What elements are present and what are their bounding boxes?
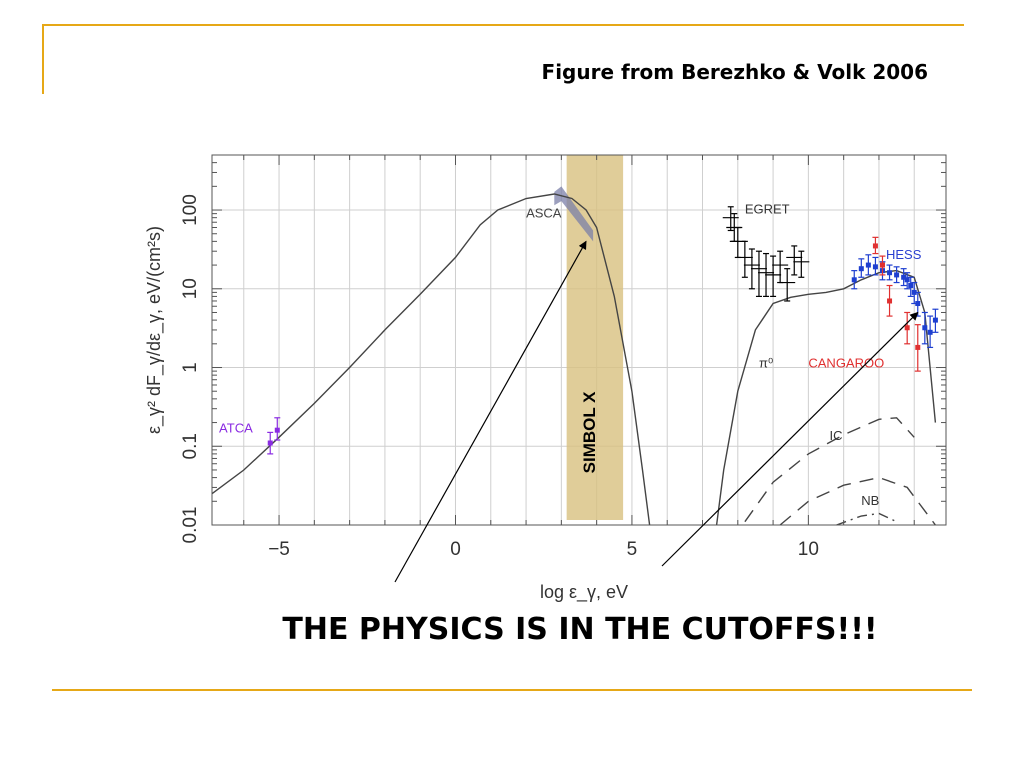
atca-point <box>267 440 273 446</box>
x-tick-label: −5 <box>268 539 290 560</box>
curve-pion <box>715 269 937 526</box>
hess-point <box>911 289 917 295</box>
hess-point <box>872 264 878 270</box>
asca-bowtie <box>554 186 594 242</box>
label-cangaroo: CANGAROO <box>808 356 884 371</box>
hess-point <box>901 274 907 280</box>
arrow-to-cutoff-xray <box>394 240 587 583</box>
pointer-arrows <box>394 240 919 583</box>
label-asca: ASCA <box>526 206 562 221</box>
model-curves <box>211 193 937 526</box>
hess-point <box>922 325 928 331</box>
hess-point <box>904 277 910 283</box>
hess-point <box>908 283 914 289</box>
headline: THE PHYSICS IS IN THE CUTOFFS!!! <box>282 612 878 647</box>
hess-point <box>927 329 933 335</box>
hess-point <box>932 317 938 323</box>
bottom-rule <box>52 689 972 691</box>
y-tick-label: 1 <box>180 362 201 373</box>
arrow-to-cutoff-gamma <box>661 311 919 567</box>
hess-point <box>887 270 893 276</box>
hess-point <box>851 277 857 283</box>
label-nb: NB <box>861 493 879 508</box>
hess-point <box>894 272 900 278</box>
top-rule <box>42 24 964 26</box>
left-rule <box>42 24 44 94</box>
cangaroo-point <box>887 298 893 304</box>
hess-point <box>865 262 871 268</box>
cangaroo-point <box>879 262 885 268</box>
cangaroo-point <box>904 325 910 331</box>
series-labels: ASCA EGRET HESS CANGAROO ATCA π⁰ IC NB <box>219 202 922 508</box>
y-tick-label: 0.01 <box>180 507 201 544</box>
y-axis-label: ε_γ² dF_γ/dε_γ, eV/(cm²s) <box>144 226 165 434</box>
y-tick-label: 100 <box>180 194 201 226</box>
curve-nb2 <box>836 512 897 526</box>
hess-point <box>915 301 921 307</box>
label-pi0: π⁰ <box>759 356 773 371</box>
plot-frame <box>211 154 947 526</box>
figure-caption: Figure from Berezhko & Volk 2006 <box>541 60 928 84</box>
x-tick-label: 5 <box>627 539 638 560</box>
atca-point <box>274 427 280 433</box>
simbol-x-label: SIMBOL X <box>580 391 599 474</box>
hess-point <box>858 266 864 272</box>
label-ic: IC <box>830 428 843 443</box>
data-points <box>267 206 939 455</box>
x-axis-label: log ε_γ, eV <box>540 582 628 603</box>
curve-sync <box>211 193 651 526</box>
curve-nb <box>779 476 936 526</box>
label-hess: HESS <box>886 247 922 262</box>
cangaroo-point <box>872 243 878 249</box>
x-tick-label: 10 <box>798 539 819 560</box>
cangaroo-point <box>915 344 921 350</box>
y-tick-label: 0.1 <box>180 433 201 459</box>
label-egret: EGRET <box>745 202 790 217</box>
x-tick-label: 0 <box>450 539 461 560</box>
y-tick-label: 10 <box>180 278 201 299</box>
curve-ic <box>744 417 915 523</box>
label-atca: ATCA <box>219 420 253 435</box>
axis-ticks: −5 0 5 10 0.01 0.1 1 10 100 <box>180 154 946 560</box>
